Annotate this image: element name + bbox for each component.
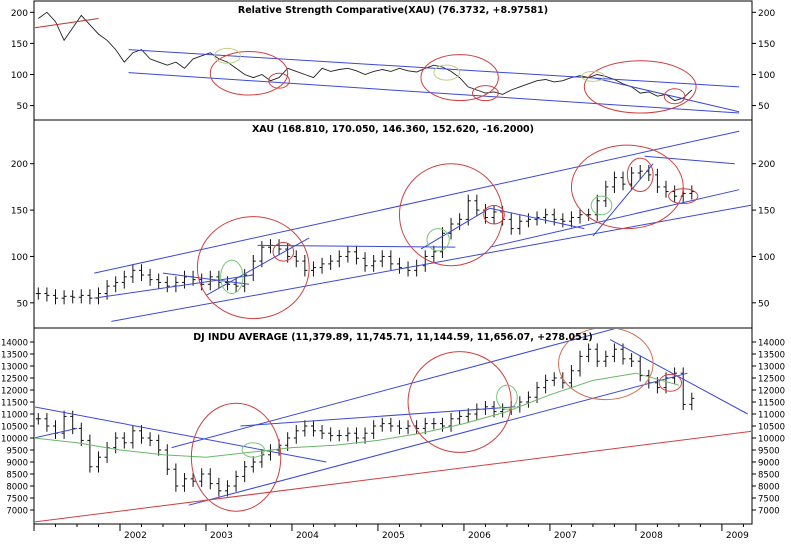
y-tick-label-left: 8500 <box>6 471 28 481</box>
y-tick-label-left: 11000 <box>1 411 28 421</box>
y-tick-label-right: 100 <box>758 253 775 263</box>
y-tick-label-right: 11500 <box>758 399 785 409</box>
y-tick-label-right: 7000 <box>758 507 780 517</box>
y-tick-label-right: 11000 <box>758 411 785 421</box>
y-tick-label-left: 13000 <box>1 363 28 373</box>
y-tick-label-right: 50 <box>758 102 770 112</box>
y-tick-label-right: 10000 <box>758 435 785 445</box>
x-tick-label: 2003 <box>210 531 233 541</box>
y-tick-label-left: 12500 <box>1 375 28 385</box>
y-tick-label-right: 150 <box>758 40 775 50</box>
panel-title: Relative Strength Comparative(XAU) (76.3… <box>238 5 548 16</box>
y-tick-label-right: 12000 <box>758 387 785 397</box>
y-tick-label-right: 8500 <box>758 471 780 481</box>
y-tick-label-right: 150 <box>758 207 775 217</box>
y-tick-label-right: 13500 <box>758 351 785 361</box>
y-tick-label-left: 11500 <box>1 399 28 409</box>
y-tick-label-right: 14000 <box>758 339 785 349</box>
x-tick-label: 2007 <box>554 531 577 541</box>
panel-title: XAU (168.810, 170.050, 146.360, 152.620,… <box>252 124 534 135</box>
y-tick-label-left: 200 <box>11 160 28 170</box>
y-tick-label-right: 12500 <box>758 375 785 385</box>
y-tick-label-left: 7500 <box>6 495 28 505</box>
y-tick-label-left: 9000 <box>6 459 28 469</box>
y-tick-label-right: 200 <box>758 160 775 170</box>
y-tick-label-left: 13500 <box>1 351 28 361</box>
x-tick-label: 2002 <box>124 531 147 541</box>
y-tick-label-right: 200 <box>758 9 775 19</box>
y-tick-label-right: 10500 <box>758 423 785 433</box>
y-tick-label-right: 100 <box>758 71 775 81</box>
y-tick-label-left: 50 <box>17 102 29 112</box>
y-tick-label-left: 14000 <box>1 339 28 349</box>
y-tick-label-right: 9500 <box>758 447 780 457</box>
x-tick-label: 2005 <box>382 531 405 541</box>
y-tick-label-left: 10000 <box>1 435 28 445</box>
x-tick-label: 2004 <box>296 531 319 541</box>
y-tick-label-right: 50 <box>758 299 770 309</box>
y-tick-label-right: 8000 <box>758 483 780 493</box>
y-tick-label-left: 200 <box>11 9 28 19</box>
y-tick-label-right: 9000 <box>758 459 780 469</box>
y-tick-label-left: 100 <box>11 253 28 263</box>
y-tick-label-left: 8000 <box>6 483 28 493</box>
y-tick-label-left: 50 <box>17 299 29 309</box>
y-tick-label-left: 9500 <box>6 447 28 457</box>
y-tick-label-right: 7500 <box>758 495 780 505</box>
y-tick-label-right: 13000 <box>758 363 785 373</box>
x-tick-label: 2008 <box>640 531 663 541</box>
y-tick-label-left: 100 <box>11 71 28 81</box>
y-tick-label-left: 150 <box>11 40 28 50</box>
y-tick-label-left: 12000 <box>1 387 28 397</box>
y-tick-label-left: 150 <box>11 207 28 217</box>
x-tick-label: 2009 <box>726 531 749 541</box>
y-tick-label-left: 7000 <box>6 507 28 517</box>
x-tick-label: 2006 <box>468 531 491 541</box>
y-tick-label-left: 10500 <box>1 423 28 433</box>
panel-title: DJ INDU AVERAGE (11,379.89, 11,745.71, 1… <box>193 332 592 343</box>
